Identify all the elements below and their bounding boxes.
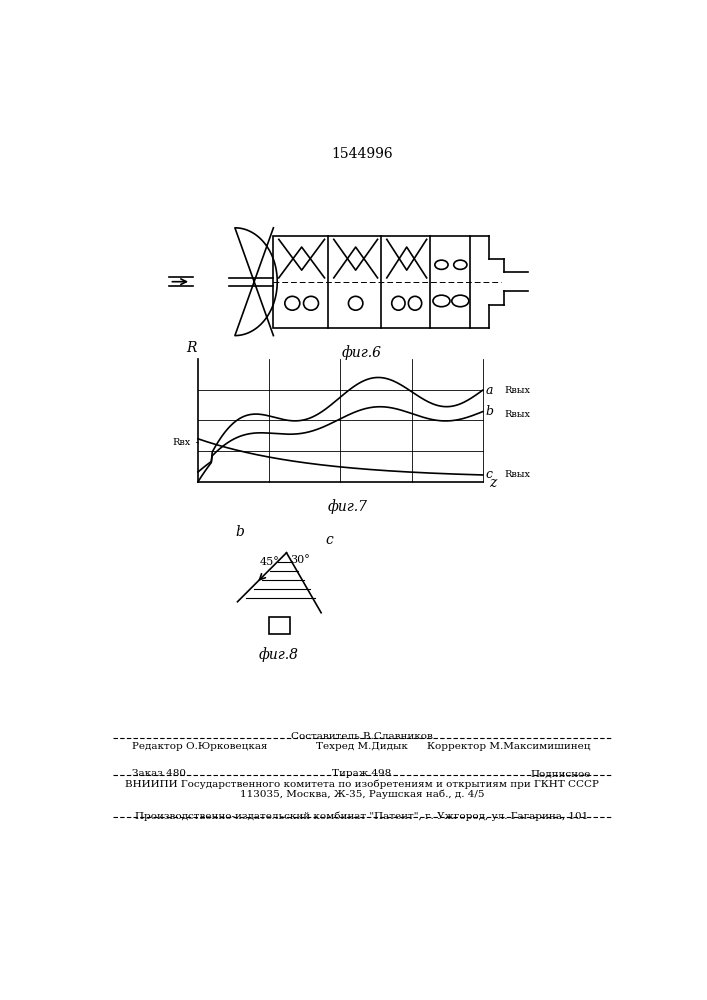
- Text: ВНИИПИ Государственного комитета по изобретениям и открытиям при ГКНТ СССР: ВНИИПИ Государственного комитета по изоб…: [125, 780, 599, 789]
- Text: Подписное: Подписное: [530, 769, 590, 778]
- Text: 45°: 45°: [259, 557, 279, 567]
- Text: 30°: 30°: [291, 555, 310, 565]
- Text: Заказ 480: Заказ 480: [132, 769, 187, 778]
- Text: Редактор О.Юрковецкая: Редактор О.Юрковецкая: [132, 742, 268, 751]
- Text: 1544996: 1544996: [331, 147, 393, 161]
- Text: z: z: [489, 476, 496, 490]
- Text: b: b: [485, 405, 493, 418]
- Text: Rвых: Rвых: [504, 386, 530, 395]
- Text: Rвых: Rвых: [504, 470, 530, 479]
- Text: Составитель В.Славников: Составитель В.Славников: [291, 732, 433, 741]
- Text: Производственно-издательский комбинат "Патент", г. Ужгород, ул. Гагарина, 101: Производственно-издательский комбинат "П…: [135, 811, 588, 821]
- Text: фиг.7: фиг.7: [328, 499, 368, 514]
- Text: c: c: [485, 468, 492, 481]
- Text: фиг.6: фиг.6: [342, 345, 382, 360]
- Text: Rвых: Rвых: [504, 410, 530, 419]
- Text: c: c: [325, 533, 333, 547]
- Text: Тираж 498: Тираж 498: [332, 769, 392, 778]
- Text: 113035, Москва, Ж-35, Раушская наб., д. 4/5: 113035, Москва, Ж-35, Раушская наб., д. …: [240, 790, 484, 799]
- Text: R: R: [187, 341, 197, 355]
- Text: фиг.8: фиг.8: [259, 647, 299, 662]
- Text: Rвх: Rвх: [172, 438, 190, 447]
- Text: Техред М.Дидык: Техред М.Дидык: [316, 742, 408, 751]
- Text: b: b: [236, 525, 245, 539]
- Text: a: a: [485, 384, 493, 397]
- Text: Корректор М.Максимишинец: Корректор М.Максимишинец: [427, 742, 590, 751]
